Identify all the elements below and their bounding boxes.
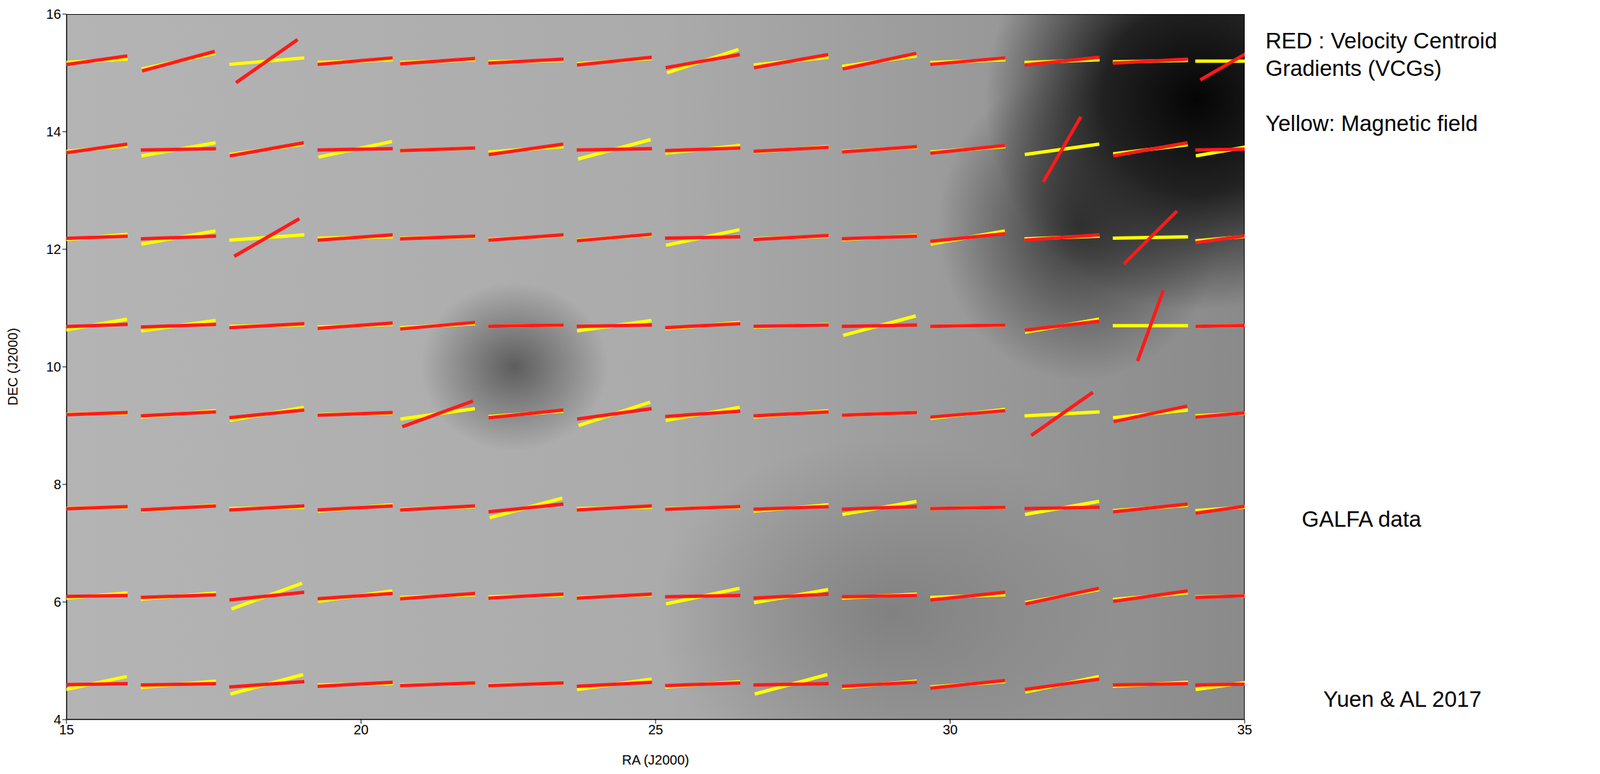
html-text:Yuen & AL 2017: Yuen & AL 2017 <box>1323 686 1482 712</box>
svg-text:20: 20 <box>353 722 369 737</box>
svg-text:15: 15 <box>59 722 74 737</box>
html-text:Yellow: Magnetic field: Yellow: Magnetic field <box>1265 110 1478 136</box>
svg-text:12: 12 <box>46 241 62 257</box>
html-text:GALFA data: GALFA data <box>1301 506 1422 532</box>
svg-text:4: 4 <box>53 712 62 727</box>
svg-text:16: 16 <box>46 6 62 22</box>
svg-text:10: 10 <box>46 359 62 375</box>
svg-text:14: 14 <box>46 124 62 140</box>
svg-text:RA (J2000): RA (J2000) <box>621 752 690 768</box>
svg-text:25: 25 <box>648 722 663 737</box>
svg-text:DEC (J2000): DEC (J2000) <box>5 327 21 406</box>
svg-text:6: 6 <box>53 594 62 610</box>
svg-text:8: 8 <box>53 476 62 492</box>
html-text:RED : Velocity Centroid Gradie: RED : Velocity Centroid Gradients (VCGs) <box>1265 28 1498 81</box>
svg-text:35: 35 <box>1237 722 1253 737</box>
svg-text:30: 30 <box>942 722 958 737</box>
